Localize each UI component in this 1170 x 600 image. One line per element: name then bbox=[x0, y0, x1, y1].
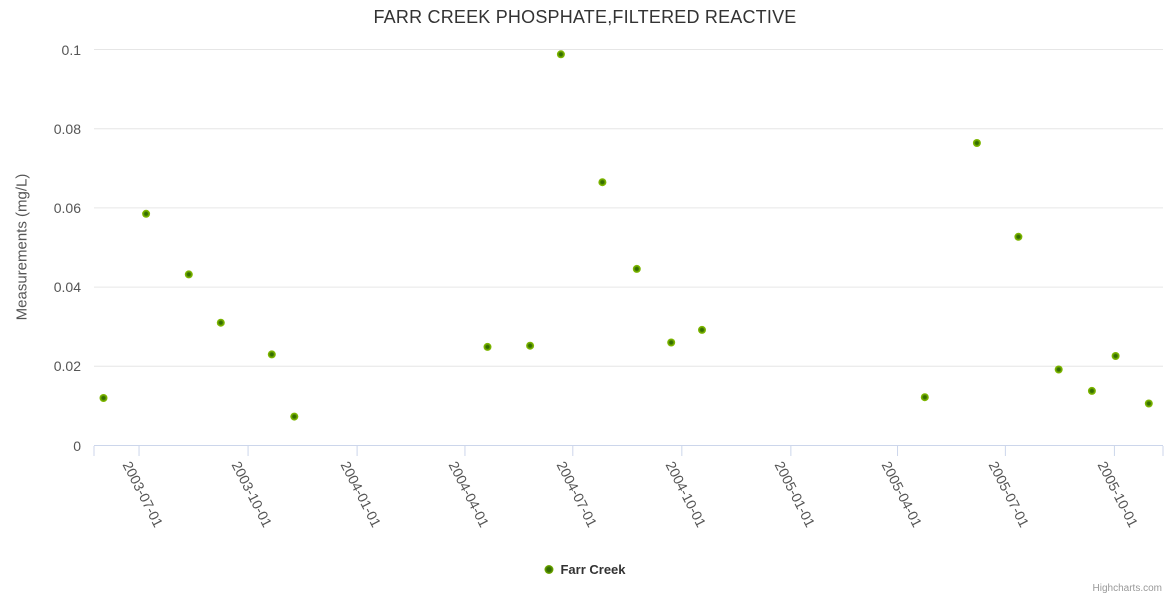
data-point[interactable] bbox=[216, 318, 225, 327]
y-axis-tick-label: 0.04 bbox=[53, 279, 81, 296]
data-point[interactable] bbox=[1144, 399, 1153, 408]
legend-marker-icon bbox=[544, 565, 554, 574]
data-point[interactable] bbox=[526, 341, 535, 350]
y-axis-tick-label: 0.08 bbox=[53, 120, 81, 137]
data-point[interactable] bbox=[920, 393, 929, 402]
chart-title: FARR CREEK PHOSPHATE,FILTERED REACTIVE bbox=[373, 7, 797, 27]
data-point[interactable] bbox=[632, 264, 641, 273]
data-point[interactable] bbox=[698, 325, 706, 334]
data-point[interactable] bbox=[483, 342, 492, 351]
data-point[interactable] bbox=[598, 178, 607, 187]
data-point[interactable] bbox=[267, 350, 276, 359]
highcharts-credits-link[interactable]: Highcharts.com bbox=[1092, 583, 1162, 594]
y-axis-tick-label: 0.1 bbox=[61, 41, 81, 58]
y-axis-tick-label: 0 bbox=[73, 437, 81, 454]
data-point[interactable] bbox=[1111, 352, 1120, 360]
y-axis-tick-label: 0.02 bbox=[53, 358, 81, 375]
data-point[interactable] bbox=[1054, 365, 1063, 374]
data-point[interactable] bbox=[667, 338, 676, 347]
data-point[interactable] bbox=[99, 394, 108, 402]
data-point[interactable] bbox=[142, 209, 151, 218]
y-axis-tick-label: 0.06 bbox=[53, 199, 81, 216]
legend-label: Farr Creek bbox=[560, 562, 626, 577]
data-point[interactable] bbox=[290, 412, 299, 421]
data-point[interactable] bbox=[184, 270, 193, 279]
data-point[interactable] bbox=[556, 50, 565, 59]
data-point[interactable] bbox=[1087, 386, 1096, 395]
legend-item-farr-creek[interactable]: Farr Creek bbox=[544, 562, 626, 577]
data-point[interactable] bbox=[972, 139, 981, 147]
data-point[interactable] bbox=[1014, 232, 1023, 241]
